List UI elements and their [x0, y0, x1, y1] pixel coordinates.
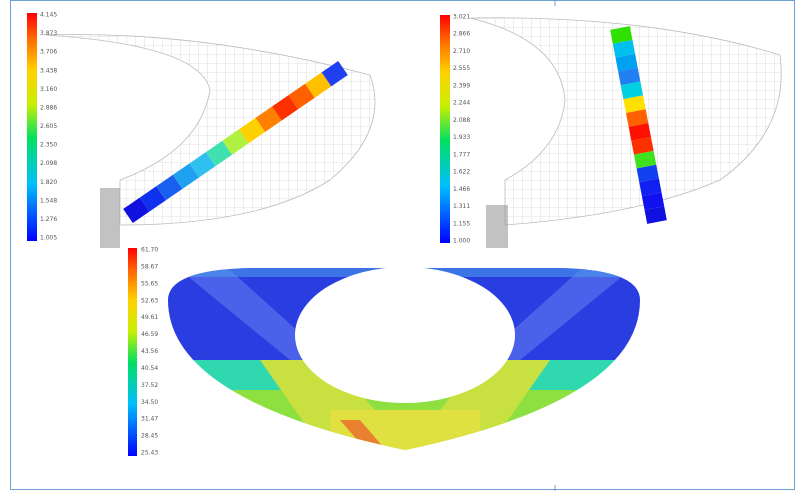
legend-label: 31.47	[141, 416, 158, 423]
legend-label: 2.886	[40, 104, 57, 111]
color-bar	[27, 13, 37, 241]
legend-label: 2.088	[453, 117, 470, 124]
support	[100, 188, 120, 248]
legend-label: 61.70	[141, 247, 158, 254]
legend-label: 2.098	[40, 160, 57, 167]
legend-label: 3.438	[40, 67, 57, 74]
legend-label: 1.000	[453, 238, 470, 245]
legend-label: 1.777	[453, 151, 470, 158]
legend-label: 2.605	[40, 123, 57, 130]
legend-label: 46.59	[141, 331, 158, 338]
legend-label: 2.710	[453, 48, 470, 55]
legend-label: 4.145	[40, 12, 57, 19]
legend-label: 37.52	[141, 382, 158, 389]
legend-label: 1.820	[40, 179, 57, 186]
mesh-outline	[45, 35, 375, 226]
legend-label: 49.61	[141, 314, 158, 321]
legend-label: 3.873	[40, 30, 57, 37]
legend-label: 52.63	[141, 297, 158, 304]
legend-label: 28.45	[141, 433, 158, 440]
legend-label: 2.555	[453, 65, 470, 72]
legend-label: 3.160	[40, 86, 57, 93]
legend-label: 40.54	[141, 365, 158, 372]
legend-label: 43.56	[141, 348, 158, 355]
legend-label: 1.466	[453, 186, 470, 193]
legend-label: 2.866	[453, 31, 470, 38]
legend-label: 1.933	[453, 134, 470, 141]
legend-label: 3.706	[40, 49, 57, 56]
legend-label: 1.311	[453, 203, 470, 210]
legend-label: 34.50	[141, 399, 158, 406]
legend-label: 2.399	[453, 82, 470, 89]
legend-label: 2.244	[453, 100, 470, 107]
legend-label: 2.350	[40, 142, 57, 149]
color-bar	[440, 15, 450, 243]
hole	[295, 267, 515, 403]
legend-label: 3.021	[453, 14, 470, 21]
legend-label: 55.65	[141, 280, 158, 287]
legend-label: 1.155	[453, 220, 470, 227]
support	[486, 205, 508, 248]
legend-label: 1.548	[40, 197, 57, 204]
color-bar	[128, 248, 137, 456]
legend-label: 1.276	[40, 216, 57, 223]
legend-label: 1.005	[40, 235, 57, 242]
legend-label: 1.622	[453, 169, 470, 176]
figure: 4.145 3.873 3.706 3.438 3.160 2.886 2.605 2.350…	[0, 0, 802, 491]
legend-label: 58.67	[141, 263, 158, 270]
legend-label: 25.43	[141, 450, 158, 457]
